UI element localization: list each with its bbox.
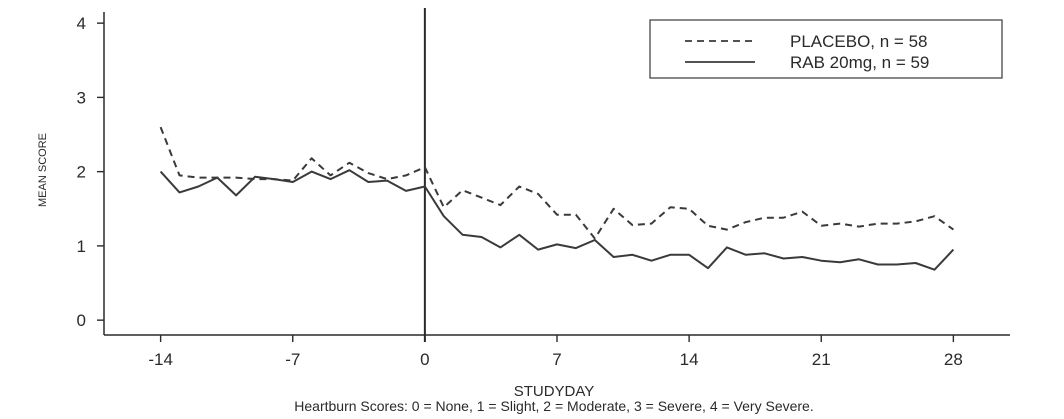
x-tick-label: 7 (552, 350, 561, 369)
x-tick-label: 0 (420, 350, 429, 369)
y-tick-label: 4 (77, 14, 86, 33)
legend-label-rab: RAB 20mg, n = 59 (790, 53, 929, 72)
tick-labels: 0 1 2 3 4 -14 -7 0 7 14 21 28 (77, 14, 963, 369)
series-line-placebo (159, 126, 954, 240)
legend: PLACEBO, n = 58 RAB 20mg, n = 59 (649, 19, 1003, 79)
legend-box (649, 19, 1003, 79)
x-tick-label: 28 (944, 350, 963, 369)
series-line-rab-20mg (159, 169, 955, 271)
chart-footnote: Heartburn Scores: 0 = None, 1 = Slight, … (294, 398, 813, 414)
axes (97, 12, 1010, 342)
y-axis-label: MEAN SCORE (37, 133, 49, 207)
legend-label-placebo: PLACEBO, n = 58 (790, 32, 928, 51)
x-tick-label: -14 (148, 350, 173, 369)
x-tick-label: 21 (812, 350, 831, 369)
y-tick-label: 1 (77, 237, 86, 256)
y-tick-label: 0 (77, 311, 86, 330)
y-tick-label: 3 (77, 88, 86, 107)
x-tick-label: -7 (285, 350, 300, 369)
x-tick-label: 14 (680, 350, 699, 369)
x-axis-label: STUDYDAY (514, 383, 595, 400)
y-tick-label: 2 (77, 163, 86, 182)
series-group (159, 126, 955, 271)
